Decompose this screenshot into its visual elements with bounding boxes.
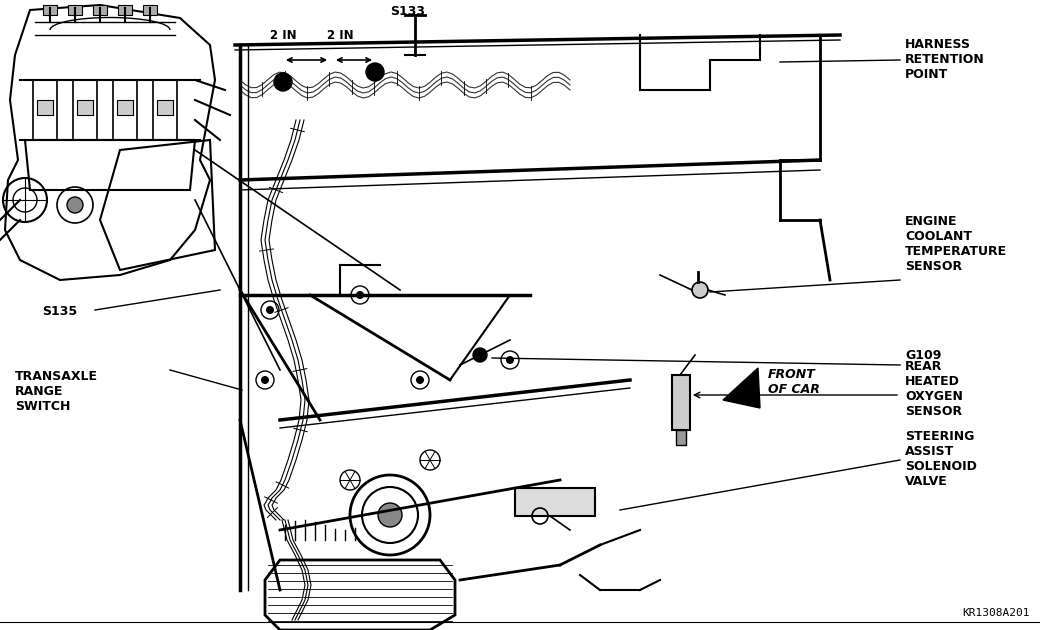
Circle shape xyxy=(416,376,424,384)
Circle shape xyxy=(261,376,269,384)
Bar xyxy=(113,80,137,140)
Circle shape xyxy=(366,63,384,81)
Bar xyxy=(33,80,57,140)
Bar xyxy=(153,80,177,140)
Bar xyxy=(515,488,595,516)
Text: 2 IN: 2 IN xyxy=(269,29,296,42)
Bar xyxy=(73,80,97,140)
Bar xyxy=(37,100,53,115)
Text: STEERING
ASSIST
SOLENOID
VALVE: STEERING ASSIST SOLENOID VALVE xyxy=(905,430,977,488)
Circle shape xyxy=(378,503,402,527)
Bar xyxy=(93,5,107,15)
Text: REAR
HEATED
OXYGEN
SENSOR: REAR HEATED OXYGEN SENSOR xyxy=(905,360,963,418)
Text: 2 IN: 2 IN xyxy=(327,29,354,42)
Text: G109: G109 xyxy=(905,349,941,362)
Bar xyxy=(68,5,82,15)
Circle shape xyxy=(506,356,514,364)
Text: FRONT
OF CAR: FRONT OF CAR xyxy=(768,368,820,396)
Bar xyxy=(157,100,173,115)
Bar xyxy=(118,5,132,15)
Polygon shape xyxy=(723,368,760,408)
Bar xyxy=(116,100,133,115)
Circle shape xyxy=(266,306,274,314)
Circle shape xyxy=(274,73,292,91)
Text: KR1308A201: KR1308A201 xyxy=(962,608,1030,618)
Bar xyxy=(43,5,57,15)
Bar xyxy=(676,430,686,445)
Text: HARNESS
RETENTION
POINT: HARNESS RETENTION POINT xyxy=(905,38,985,81)
Text: TRANSAXLE
RANGE
SWITCH: TRANSAXLE RANGE SWITCH xyxy=(15,370,98,413)
Circle shape xyxy=(356,291,364,299)
Bar xyxy=(77,100,93,115)
Text: ENGINE
COOLANT
TEMPERATURE
SENSOR: ENGINE COOLANT TEMPERATURE SENSOR xyxy=(905,215,1007,273)
Circle shape xyxy=(692,282,708,298)
Text: S133: S133 xyxy=(390,5,425,18)
Text: S135: S135 xyxy=(43,305,78,318)
Bar xyxy=(144,5,157,15)
Bar xyxy=(672,375,690,430)
Circle shape xyxy=(67,197,83,213)
Circle shape xyxy=(473,348,487,362)
